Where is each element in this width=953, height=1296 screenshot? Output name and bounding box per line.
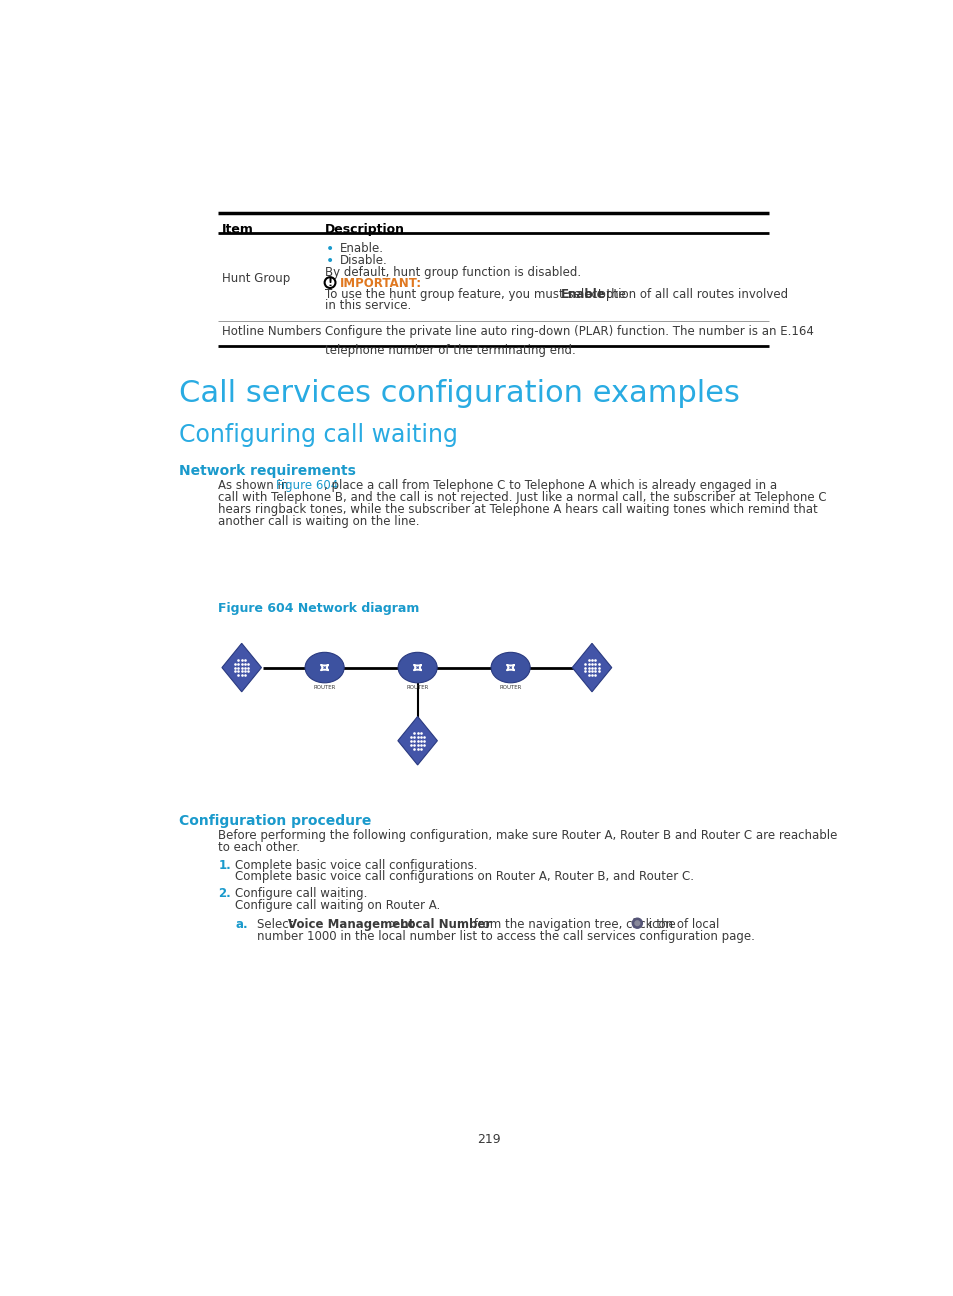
Text: Call services configuration examples: Call services configuration examples [179, 378, 739, 408]
Text: Enable.: Enable. [340, 242, 384, 255]
Text: Configure call waiting.: Configure call waiting. [235, 886, 368, 899]
Text: Hunt Group: Hunt Group [222, 272, 291, 285]
Text: Enable: Enable [560, 288, 605, 301]
Text: Description: Description [324, 223, 404, 236]
Text: ROUTER: ROUTER [314, 686, 335, 691]
Text: icon of local: icon of local [644, 918, 719, 931]
Text: from the navigation tree, click the: from the navigation tree, click the [470, 918, 679, 931]
Text: ROUTER: ROUTER [406, 686, 428, 691]
Text: !: ! [327, 277, 333, 288]
Text: Complete basic voice call configurations on Router A, Router B, and Router C.: Complete basic voice call configurations… [235, 870, 694, 883]
Text: Configuring call waiting: Configuring call waiting [179, 424, 457, 447]
Polygon shape [222, 643, 261, 692]
Text: hears ringback tones, while the subscriber at Telephone A hears call waiting ton: hears ringback tones, while the subscrib… [218, 503, 818, 516]
Text: Hotline Numbers: Hotline Numbers [222, 324, 321, 337]
Text: To use the hunt group feature, you must select the: To use the hunt group feature, you must … [324, 288, 629, 301]
Text: Disable.: Disable. [340, 254, 388, 267]
Text: 1.: 1. [218, 858, 231, 871]
Circle shape [635, 921, 639, 925]
Text: number 1000 in the local number list to access the call services configuration p: number 1000 in the local number list to … [257, 931, 754, 943]
Text: Network requirements: Network requirements [179, 464, 355, 477]
Text: Configuration procedure: Configuration procedure [179, 814, 371, 828]
Polygon shape [572, 643, 611, 692]
Text: Select: Select [257, 918, 297, 931]
Text: 219: 219 [476, 1134, 500, 1147]
Text: Local Number: Local Number [399, 918, 491, 931]
Polygon shape [397, 717, 436, 765]
Text: Item: Item [222, 223, 253, 236]
Text: , place a call from Telephone C to Telephone A which is already engaged in a: , place a call from Telephone C to Telep… [324, 480, 777, 492]
Ellipse shape [305, 652, 344, 683]
Text: Configure the private line auto ring-down (PLAR) function. The number is an E.16: Configure the private line auto ring-dow… [324, 325, 813, 356]
Text: Voice Management: Voice Management [288, 918, 415, 931]
Text: •: • [326, 254, 335, 268]
Text: another call is waiting on the line.: another call is waiting on the line. [218, 515, 419, 527]
Text: 2.: 2. [218, 886, 231, 899]
Text: As shown in: As shown in [218, 480, 293, 492]
Text: Figure 604 Network diagram: Figure 604 Network diagram [218, 603, 419, 616]
Text: IMPORTANT:: IMPORTANT: [340, 277, 422, 290]
Text: By default, hunt group function is disabled.: By default, hunt group function is disab… [324, 267, 580, 280]
Text: ROUTER: ROUTER [499, 686, 521, 691]
Text: option of all call routes involved: option of all call routes involved [595, 288, 788, 301]
Text: in this service.: in this service. [324, 299, 411, 312]
Ellipse shape [491, 652, 530, 683]
Text: call with Telephone B, and the call is not rejected. Just like a normal call, th: call with Telephone B, and the call is n… [218, 491, 826, 504]
Text: Complete basic voice call configurations.: Complete basic voice call configurations… [235, 858, 477, 871]
Text: a.: a. [235, 918, 248, 931]
Text: •: • [326, 242, 335, 255]
Circle shape [632, 918, 641, 928]
Text: >: > [386, 918, 403, 931]
Text: to each other.: to each other. [218, 841, 300, 854]
Text: Configure call waiting on Router A.: Configure call waiting on Router A. [235, 898, 440, 911]
Ellipse shape [397, 652, 436, 683]
Text: Figure 604: Figure 604 [275, 480, 337, 492]
Text: Before performing the following configuration, make sure Router A, Router B and : Before performing the following configur… [218, 829, 837, 842]
